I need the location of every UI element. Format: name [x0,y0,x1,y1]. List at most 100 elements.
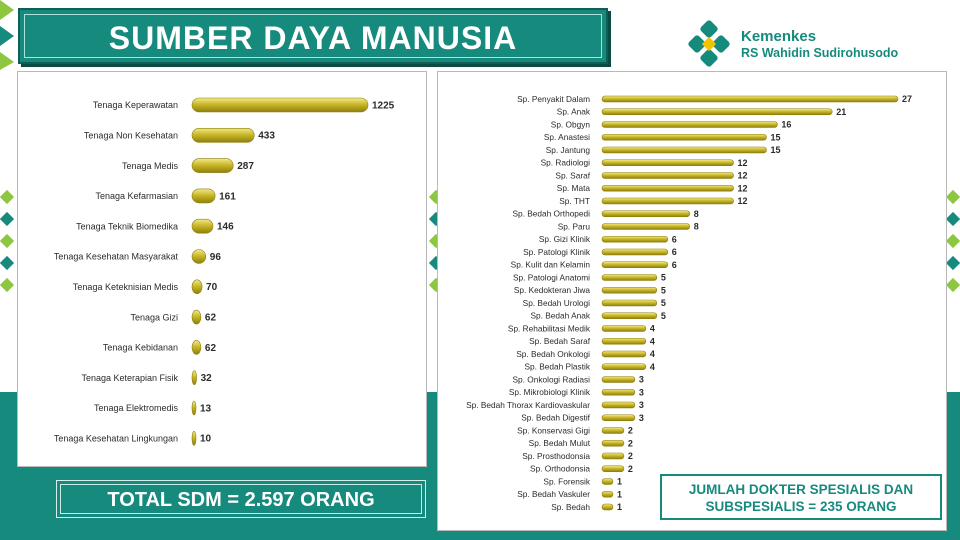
specialist-category-label: Sp. Anak [557,107,591,117]
specialist-value-label: 5 [661,311,666,321]
specialist-category-label: Sp. Radiologi [541,158,591,168]
staff-value-label: 1225 [372,100,395,111]
specialist-value-label: 5 [661,298,666,308]
specialist-value-label: 4 [650,362,655,372]
specialist-value-label: 5 [661,273,666,283]
specialist-bar [601,197,734,205]
specialist-value-label: 3 [639,400,644,410]
staff-value-label: 10 [200,434,212,445]
staff-value-label: 161 [219,191,236,202]
specialist-bar [601,235,669,243]
staff-category-label: Tenaga Medis [122,161,179,171]
staff-bar [191,127,255,143]
specialist-category-label: Sp. Bedah [551,502,590,512]
specialist-category-label: Sp. Gizi Klinik [539,234,591,244]
specialist-category-label: Sp. Kedokteran Jiwa [514,285,590,295]
staff-value-label: 433 [258,131,275,142]
specialist-bar [601,401,636,409]
specialist-value-label: 12 [738,158,748,168]
specialist-bar [601,172,734,179]
staff-bar [191,218,214,234]
staff-value-label: 13 [200,403,212,414]
specialist-category-label: Sp. Bedah Vaskuler [517,489,590,499]
staff-bar [191,249,207,264]
specialist-bar [601,427,625,434]
total-staff-box: TOTAL SDM = 2.597 ORANG [56,480,426,518]
specialist-category-label: Sp. Onkologi Radiasi [513,374,591,384]
specialist-bar [601,337,647,345]
logo-name: Kemenkes [741,28,817,45]
specialist-category-label: Sp. Patologi Klinik [523,247,591,257]
specialist-bar [601,184,734,192]
specialist-value-label: 16 [781,120,791,130]
staff-category-label: Tenaga Kebidanan [103,343,178,353]
staff-category-label: Tenaga Keterapian Fisik [81,373,178,383]
specialist-category-label: Sp. Bedah Orthopedi [513,209,591,219]
specialist-total-line2: SUBSPESIALIS = 235 ORANG [705,499,897,514]
corner-pattern-icon [0,0,14,70]
specialist-category-label: Sp. Bedah Urologi [523,298,590,308]
specialist-bar [601,503,614,511]
specialist-category-label: Sp. Obgyn [551,119,591,129]
specialist-bar [601,350,647,358]
specialist-bar [601,363,647,371]
page-title: SUMBER DAYA MANUSIA [108,20,518,56]
staff-category-label: Tenaga Teknik Biomedika [76,221,178,231]
specialist-value-label: 27 [902,94,912,104]
specialist-bar [601,388,636,396]
specialist-bar [601,376,636,383]
left-pattern-icon [0,189,15,293]
staff-category-label: Tenaga Keteknisian Medis [73,282,179,292]
specialist-bar [601,108,833,116]
specialist-value-label: 4 [650,336,655,346]
staff-value-label: 70 [206,282,218,293]
staff-value-label: 32 [201,373,213,384]
specialist-bar [601,299,658,307]
specialist-category-label: Sp. Patologi Anatomi [513,272,590,282]
staff-bar [191,97,369,113]
specialist-value-label: 1 [617,477,622,487]
specialist-value-label: 6 [672,247,677,257]
specialist-category-label: Sp. Rehabilitasi Medik [508,323,591,333]
staff-bar [191,340,202,355]
staff-category-label: Tenaga Kesehatan Lingkungan [54,433,178,443]
specialist-bar [601,465,625,473]
staff-value-label: 287 [237,161,254,172]
specialist-category-label: Sp. Konservasi Gigi [517,425,590,435]
staff-bar-chart: Tenaga Keperawatan 1225 Tenaga Non Kesehat… [54,97,395,446]
specialist-value-label: 8 [694,209,699,219]
specialist-value-label: 12 [738,196,748,206]
specialist-category-label: Sp. Bedah Onkologi [516,349,590,359]
specialist-value-label: 2 [628,426,633,436]
specialist-total-box: JUMLAH DOKTER SPESIALIS DAN SUBSPESIALIS… [660,474,942,520]
staff-value-label: 96 [210,252,222,263]
staff-value-label: 146 [217,222,234,233]
specialist-chart-panel: Sp. Penyakit Dalam 27 Sp. Anak 2 1 Sp. Obgyn 1… [437,71,947,531]
specialist-category-label: Sp. Kulit dan Kelamin [511,260,591,270]
specialist-category-label: Sp. Bedah Plastik [525,362,591,372]
specialist-bar [601,286,658,294]
specialist-bar [601,210,691,218]
staff-bar [191,400,197,416]
specialist-value-label: 6 [672,234,677,244]
staff-bar [191,279,203,295]
specialist-bar [601,159,734,167]
specialist-category-label: Sp. Saraf [555,170,590,180]
specialist-value-label: 3 [639,375,644,385]
specialist-bar [601,414,636,422]
specialist-category-label: Sp. Penyakit Dalam [517,94,590,104]
specialist-bar [601,274,658,281]
staff-value-label: 62 [205,343,217,354]
specialist-value-label: 1 [617,489,622,499]
kemenkes-logo-icon [688,20,730,67]
staff-category-label: Tenaga Non Kesehatan [84,130,178,140]
specialist-value-label: 4 [650,324,655,334]
specialist-bar [601,121,778,128]
specialist-category-label: Sp. Bedah Saraf [529,336,591,346]
staff-chart-panel: Tenaga Keperawatan 1225 Tenaga Non Kesehat… [17,71,427,467]
specialist-bar [601,312,658,320]
staff-category-label: Tenaga Kesehatan Masyarakat [54,252,179,262]
specialist-value-label: 8 [694,222,699,232]
specialist-category-label: Sp. Prosthodonsia [522,451,590,461]
specialist-bar [601,439,625,447]
